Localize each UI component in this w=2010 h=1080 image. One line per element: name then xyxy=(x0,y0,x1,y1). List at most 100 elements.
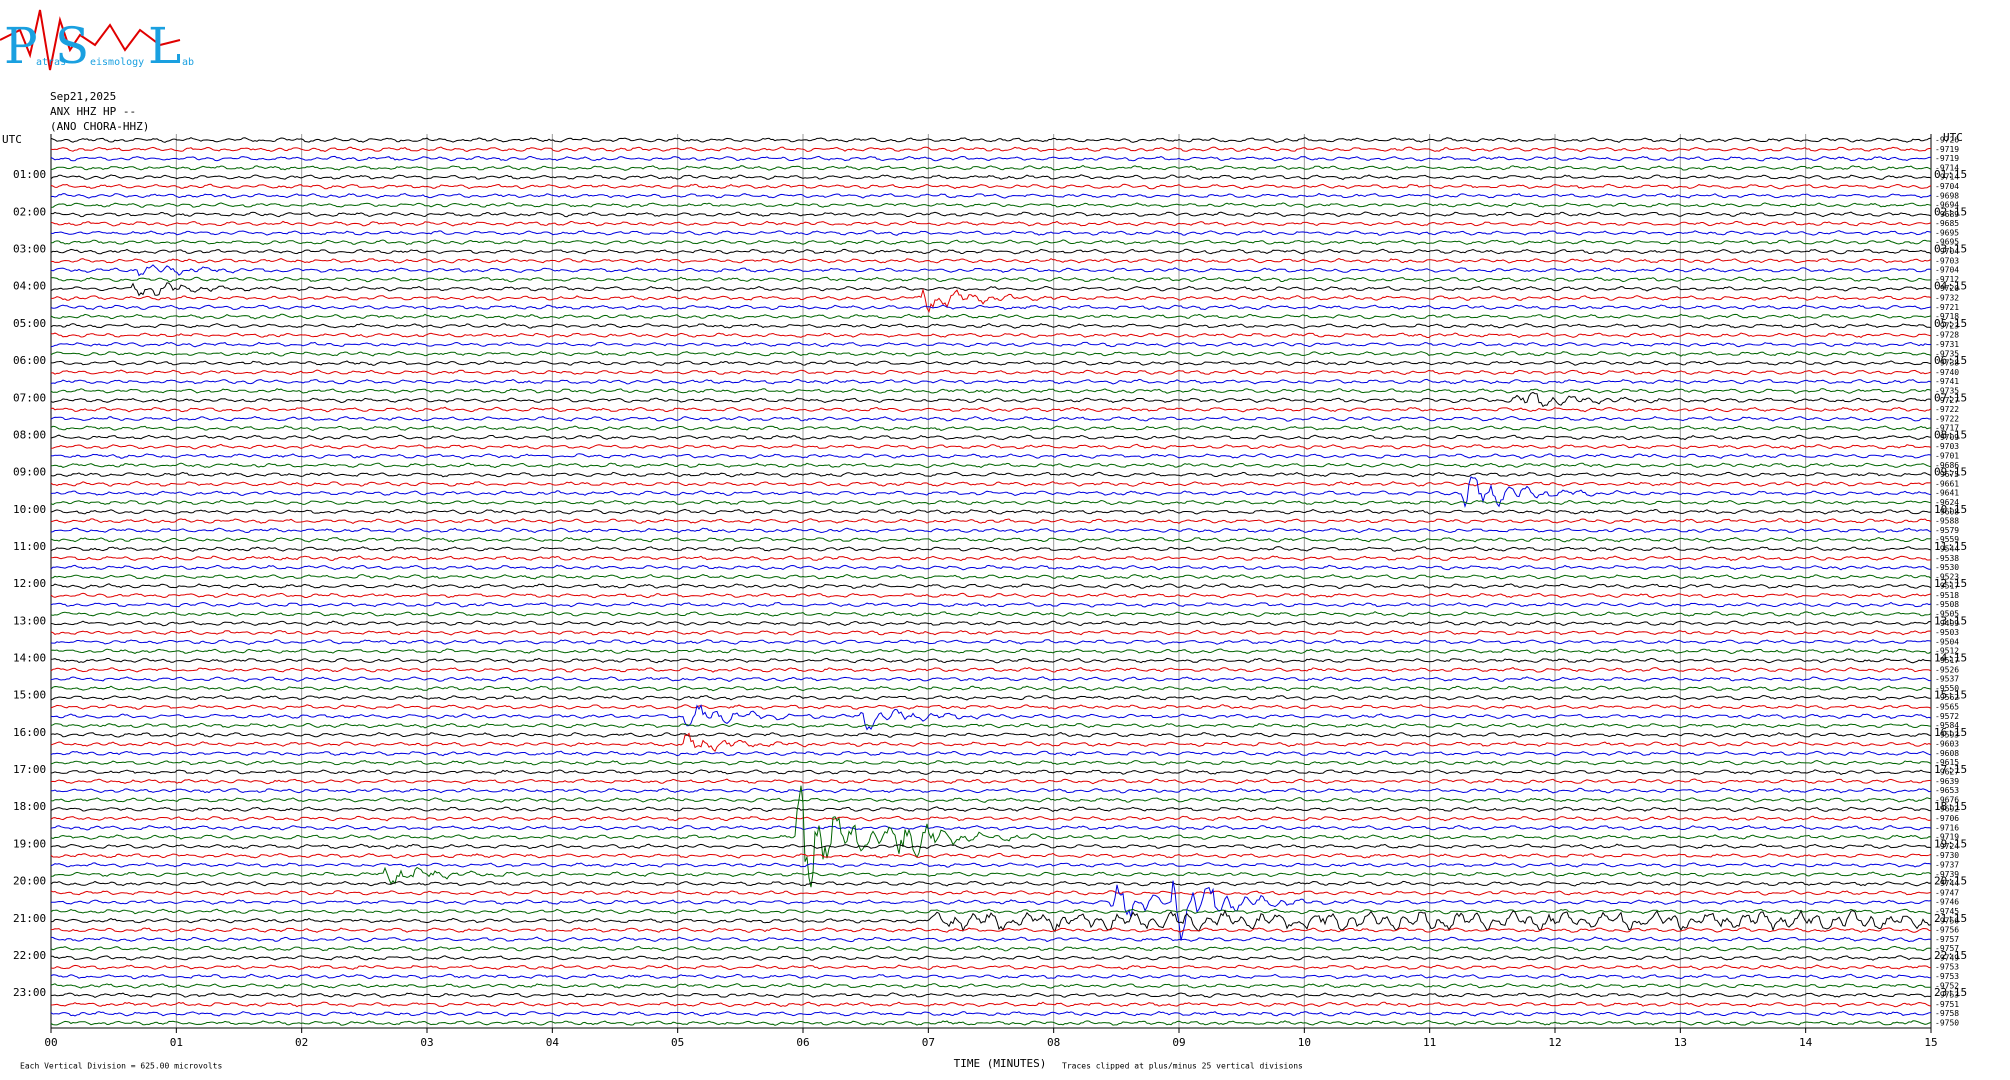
trace xyxy=(50,1001,1932,1008)
hour-label: 16:00 xyxy=(13,726,46,739)
hour-label: 18:15 xyxy=(1934,800,1967,813)
trace-offset: -9588 xyxy=(1935,517,1959,526)
logo-letter: P xyxy=(4,17,38,75)
trace-offset: -9603 xyxy=(1935,740,1959,749)
trace-offset: -9753 xyxy=(1935,972,1959,981)
trace xyxy=(50,785,1932,888)
trace-offset: -9735 xyxy=(1935,349,1959,358)
trace xyxy=(50,583,1932,590)
trace xyxy=(50,137,1932,143)
trace xyxy=(50,508,1932,515)
trace-offset: -9704 xyxy=(1935,247,1959,256)
trace-offset: -9757 xyxy=(1935,935,1959,944)
trace xyxy=(50,573,1932,580)
hour-label: 02:00 xyxy=(13,205,46,218)
hour-label: 20:15 xyxy=(1934,875,1967,888)
trace xyxy=(50,564,1932,571)
trace-offset: -9675 xyxy=(1935,470,1959,479)
trace xyxy=(50,183,1932,190)
trace xyxy=(50,332,1932,338)
trace-offset: -9559 xyxy=(1935,535,1959,544)
trace xyxy=(51,955,1932,961)
hour-label: 09:15 xyxy=(1934,466,1967,479)
hour-label: 20:00 xyxy=(13,875,46,888)
hour-label: 08:15 xyxy=(1934,428,1967,441)
hour-label: 05:15 xyxy=(1934,317,1967,330)
trace xyxy=(50,694,1931,701)
trace-offset: -9565 xyxy=(1935,702,1959,711)
hour-label: 04:15 xyxy=(1934,280,1967,293)
trace xyxy=(50,174,1932,181)
hour-label: 23:15 xyxy=(1934,986,1967,999)
hour-label: 12:15 xyxy=(1934,577,1967,590)
trace xyxy=(51,202,1932,208)
trace xyxy=(51,787,1932,794)
trace xyxy=(50,732,1932,753)
logo-letter: L xyxy=(148,17,181,75)
trace xyxy=(50,341,1932,348)
trace xyxy=(50,629,1932,636)
trace xyxy=(51,287,1932,314)
hour-label: 11:15 xyxy=(1934,540,1967,553)
left-title: UTC xyxy=(2,133,22,146)
hour-label: 19:00 xyxy=(13,837,46,850)
trace-offset: -9704 xyxy=(1935,266,1959,275)
trace-offset: -9758 xyxy=(1935,1009,1959,1018)
trace xyxy=(50,282,1932,297)
hour-label: 12:00 xyxy=(13,577,46,590)
trace-offset: -9624 xyxy=(1935,498,1959,507)
hour-label: 01:15 xyxy=(1934,168,1967,181)
trace xyxy=(50,471,1932,478)
trace xyxy=(50,908,1931,915)
trace xyxy=(50,936,1932,943)
trace-offset: -9756 xyxy=(1935,926,1959,935)
hour-label: 07:00 xyxy=(13,391,46,404)
scale-note: Each Vertical Division = 625.00 microvol… xyxy=(20,1062,222,1071)
trace xyxy=(50,146,1931,153)
hour-label: 13:15 xyxy=(1934,614,1967,627)
trace-offset: -9735 xyxy=(1935,386,1959,395)
trace xyxy=(50,476,1932,509)
trace xyxy=(50,415,1932,422)
trace-offset: -9714 xyxy=(1935,173,1959,182)
x-tick-label: 02 xyxy=(295,1036,308,1049)
hour-label: 07:15 xyxy=(1934,391,1967,404)
trace-offset: -9746 xyxy=(1935,898,1959,907)
trace xyxy=(50,248,1932,255)
trace xyxy=(50,1010,1932,1017)
x-tick-label: 07 xyxy=(922,1036,935,1049)
logo-letter: S xyxy=(55,17,89,75)
trace xyxy=(50,824,1932,831)
trace xyxy=(50,639,1932,645)
trace-offset: -9753 xyxy=(1935,963,1959,972)
trace xyxy=(50,211,1932,218)
trace xyxy=(50,685,1932,692)
trace xyxy=(50,973,1932,980)
trace-offset: -9641 xyxy=(1935,489,1959,498)
trace-offset: -9703 xyxy=(1935,256,1959,265)
hour-label: 15:15 xyxy=(1934,689,1967,702)
trace xyxy=(50,778,1932,785)
trace xyxy=(50,890,1932,896)
trace-offset: -9723 xyxy=(1935,321,1959,330)
trace xyxy=(50,880,1932,887)
trace xyxy=(50,797,1932,803)
trace xyxy=(50,230,1932,236)
trace-offset: -9676 xyxy=(1935,795,1959,804)
trace-offset: -9750 xyxy=(1935,1019,1959,1028)
logo-wave xyxy=(0,9,181,71)
trace xyxy=(50,155,1931,162)
trace-offset: -9756 xyxy=(1935,916,1959,925)
clip-note: Traces clipped at plus/minus 25 vertical… xyxy=(1062,1062,1303,1071)
trace xyxy=(50,546,1932,552)
trace-offset: -9550 xyxy=(1935,684,1959,693)
trace-offset: -9692 xyxy=(1935,805,1959,814)
site: (ANO CHORA-HHZ) xyxy=(50,120,149,133)
trace xyxy=(50,378,1932,385)
trace-offset: -9508 xyxy=(1935,600,1959,609)
hour-label: 09:00 xyxy=(13,466,46,479)
trace xyxy=(50,518,1932,524)
trace xyxy=(50,406,1932,413)
trace-offset: -9740 xyxy=(1935,368,1959,377)
